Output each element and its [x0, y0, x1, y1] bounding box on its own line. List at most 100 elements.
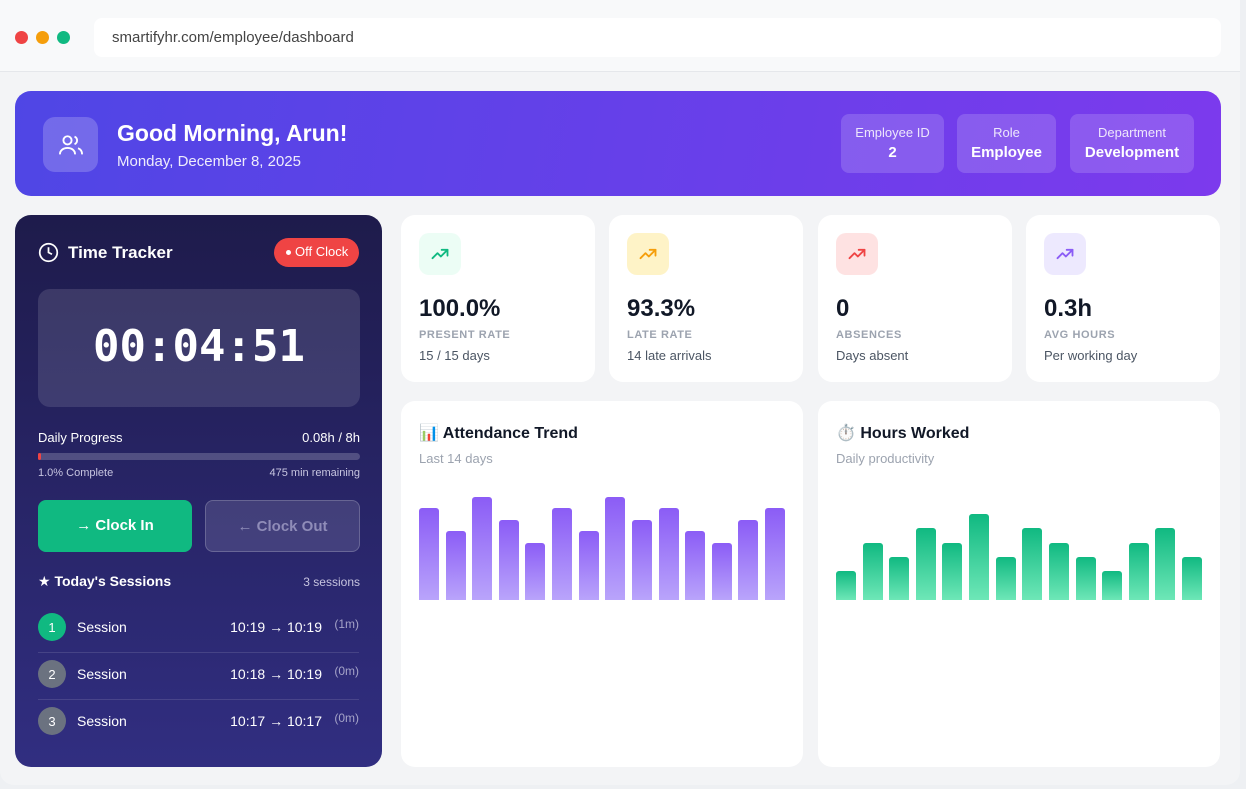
hours-worked-card: ⏱️ Hours Worked Daily productivity [818, 401, 1220, 767]
clock-icon [38, 242, 59, 263]
chart-bar [995, 557, 1016, 600]
stat-label: LATE RATE [627, 329, 693, 341]
maximize-window-dot[interactable] [57, 31, 70, 44]
chart-bar [836, 571, 856, 600]
stat-card: 0 ABSENCES Days absent [818, 215, 1012, 382]
address-bar[interactable]: smartifyhr.com/employee/dashboard [94, 18, 1221, 57]
chip-label: Role [993, 125, 1020, 140]
chart-bar [942, 542, 963, 600]
chart-bar [915, 528, 936, 600]
stat-subtext: Days absent [836, 348, 909, 363]
chart-bar [1075, 557, 1096, 600]
time-tracker-card: Time Tracker Off Clock 00:04:51 Daily Pr… [15, 215, 382, 767]
chart-bar [889, 557, 910, 600]
clock-in-button[interactable]: → Clock In [38, 500, 192, 552]
chart-bar [419, 508, 439, 600]
chart-bar [1155, 528, 1176, 600]
trending-up-icon [836, 233, 878, 275]
remaining-text: 475 min remaining [269, 467, 361, 479]
session-label: Session [77, 713, 127, 729]
session-label: Session [77, 666, 127, 682]
stat-label: AVG HOURS [1044, 329, 1116, 341]
chart-bar [711, 542, 732, 600]
trending-up-icon [1044, 233, 1086, 275]
chart-subtitle: Daily productivity [836, 451, 935, 466]
complete-text: 1.0% Complete [38, 467, 114, 479]
chip-value: Employee [971, 144, 1042, 161]
chart-subtitle: Last 14 days [419, 451, 493, 466]
welcome-banner: Good Morning, Arun! Monday, December 8, … [15, 91, 1221, 196]
status-dot-icon [286, 250, 291, 256]
progress-value: 0.08h / 8h [302, 430, 360, 445]
chart-bar [1022, 528, 1043, 600]
trending-up-icon [627, 233, 669, 275]
chart-bar [969, 514, 990, 600]
session-row: 3 Session 10:17 → 10:17 (0m) [38, 700, 359, 747]
chip-label: Department [1098, 125, 1166, 140]
chart-bar [1182, 557, 1202, 600]
stat-label: ABSENCES [836, 329, 902, 341]
chart-bar [738, 519, 759, 600]
employee-id-chip: Employee ID 2 [841, 114, 944, 173]
role-chip: Role Employee [957, 114, 1056, 173]
tracker-title: Time Tracker [68, 243, 173, 262]
status-text: Off Clock [295, 244, 349, 259]
session-range: 10:19 → 10:19 [230, 619, 322, 635]
stopwatch-icon: ⏱️ [836, 425, 856, 442]
timer-display: 00:04:51 [38, 289, 360, 407]
chart-bar [1102, 571, 1123, 600]
chart-bar [1128, 542, 1149, 600]
chip-value: Development [1084, 144, 1180, 161]
session-number: 1 [38, 613, 66, 641]
stat-subtext: 15 / 15 days [419, 348, 490, 363]
minimize-window-dot[interactable] [36, 31, 49, 44]
chart-title: 📊 Attendance Trend [419, 425, 578, 442]
department-chip: Department Development [1070, 114, 1194, 173]
chart-title: ⏱️ Hours Worked [836, 425, 970, 442]
stat-value: 0.3h [1044, 295, 1093, 322]
clock-out-button[interactable]: ← Clock Out [205, 500, 360, 552]
browser-toolbar: smartifyhr.com/employee/dashboard [0, 0, 1240, 72]
greeting: Good Morning, Arun! [117, 120, 348, 146]
session-label: Session [77, 619, 127, 635]
chip-value: 2 [888, 144, 897, 161]
chart-bar [631, 519, 652, 600]
chart-bar [765, 508, 785, 600]
chart-bar [445, 531, 466, 600]
users-icon [43, 117, 98, 172]
progress-label: Daily Progress [38, 430, 123, 445]
trending-up-icon [419, 233, 461, 275]
bar-chart-icon: 📊 [419, 425, 439, 442]
chart-bar [498, 519, 519, 600]
session-number: 3 [38, 707, 66, 735]
stat-label: PRESENT RATE [419, 329, 511, 341]
close-window-dot[interactable] [15, 31, 28, 44]
chart-bar [862, 542, 883, 600]
stat-value: 0 [836, 295, 850, 322]
session-range: 10:17 → 10:17 [230, 713, 322, 729]
chart-bar [658, 508, 679, 600]
session-range: 10:18 → 10:19 [230, 666, 322, 682]
chart-bar [605, 496, 626, 600]
stat-value: 93.3% [627, 295, 696, 322]
status-badge: Off Clock [274, 238, 360, 267]
stat-value: 100.0% [419, 295, 501, 322]
attendance-trend-card: 📊 Attendance Trend Last 14 days [401, 401, 803, 767]
chart-bar [552, 508, 573, 600]
progress-bar [38, 453, 360, 460]
chart-bar [1048, 542, 1069, 600]
attendance-bars [419, 485, 785, 600]
current-date: Monday, December 8, 2025 [117, 153, 301, 170]
hours-bars [836, 485, 1202, 600]
stat-subtext: 14 late arrivals [627, 348, 712, 363]
sessions-count: 3 sessions [303, 575, 360, 589]
session-number: 2 [38, 660, 66, 688]
chart-bar [685, 531, 706, 600]
session-duration: (1m) [334, 617, 359, 631]
session-duration: (0m) [334, 711, 359, 725]
stat-card: 0.3h AVG HOURS Per working day [1026, 215, 1220, 382]
sessions-title: ★ Today's Sessions [38, 573, 172, 589]
chart-bar [525, 542, 546, 600]
session-row: 1 Session 10:19 → 10:19 (1m) [38, 606, 359, 653]
